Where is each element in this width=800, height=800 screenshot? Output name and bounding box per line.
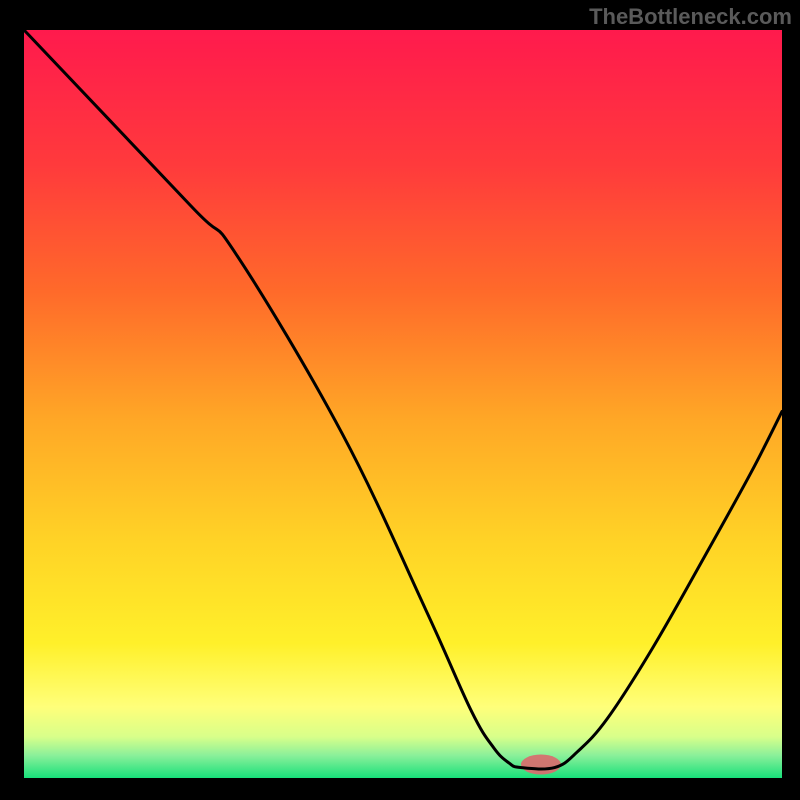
gradient-background: [24, 30, 782, 778]
chart-svg: [24, 30, 782, 778]
min-marker: [521, 755, 561, 775]
plot-area: [24, 30, 782, 778]
watermark-text: TheBottleneck.com: [589, 4, 792, 30]
